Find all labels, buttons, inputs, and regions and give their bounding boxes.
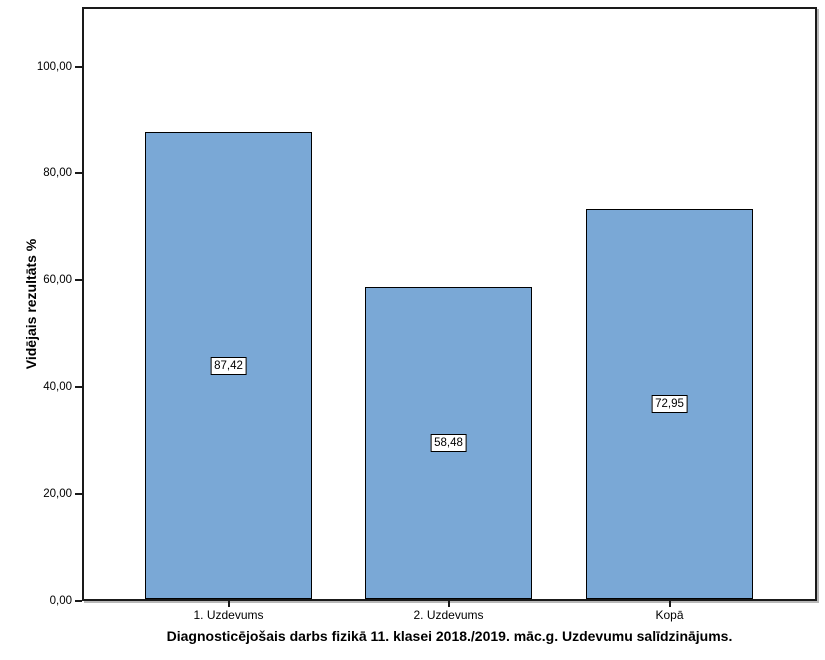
y-axis-tick-label: 20,00 xyxy=(43,488,72,500)
y-axis-tick-label: 100,00 xyxy=(36,61,72,73)
y-axis-tick-label: 80,00 xyxy=(43,167,72,179)
x-axis-tick-label: 2. Uzdevums xyxy=(413,608,484,622)
y-axis-tick xyxy=(75,386,82,388)
x-axis-tick-label: 1. Uzdevums xyxy=(193,608,264,622)
y-axis-tick-label: 0,00 xyxy=(49,595,72,607)
y-axis-title: Vidējais rezultāts % xyxy=(23,238,39,370)
bar-value-label: 87,42 xyxy=(210,356,247,375)
chart-title: Diagnosticējošais darbs fizikā 11. klase… xyxy=(166,628,733,644)
x-axis-tick-label: Kopā xyxy=(655,608,684,622)
y-axis-tick-label: 60,00 xyxy=(43,274,72,286)
x-axis-tick xyxy=(447,601,450,607)
y-axis-tick-label: 40,00 xyxy=(43,381,72,393)
y-axis-tick xyxy=(75,66,82,68)
plot-area: 87,42 58,48 72,95 xyxy=(82,7,817,601)
y-axis-tick xyxy=(75,279,82,281)
bar-value-label: 58,48 xyxy=(430,434,467,452)
y-axis-tick xyxy=(75,172,82,174)
bar-value-label: 72,95 xyxy=(651,395,688,413)
x-axis-tick xyxy=(668,601,671,607)
y-axis-tick xyxy=(75,493,82,495)
y-axis-tick xyxy=(75,600,82,602)
x-axis-tick xyxy=(227,601,230,607)
